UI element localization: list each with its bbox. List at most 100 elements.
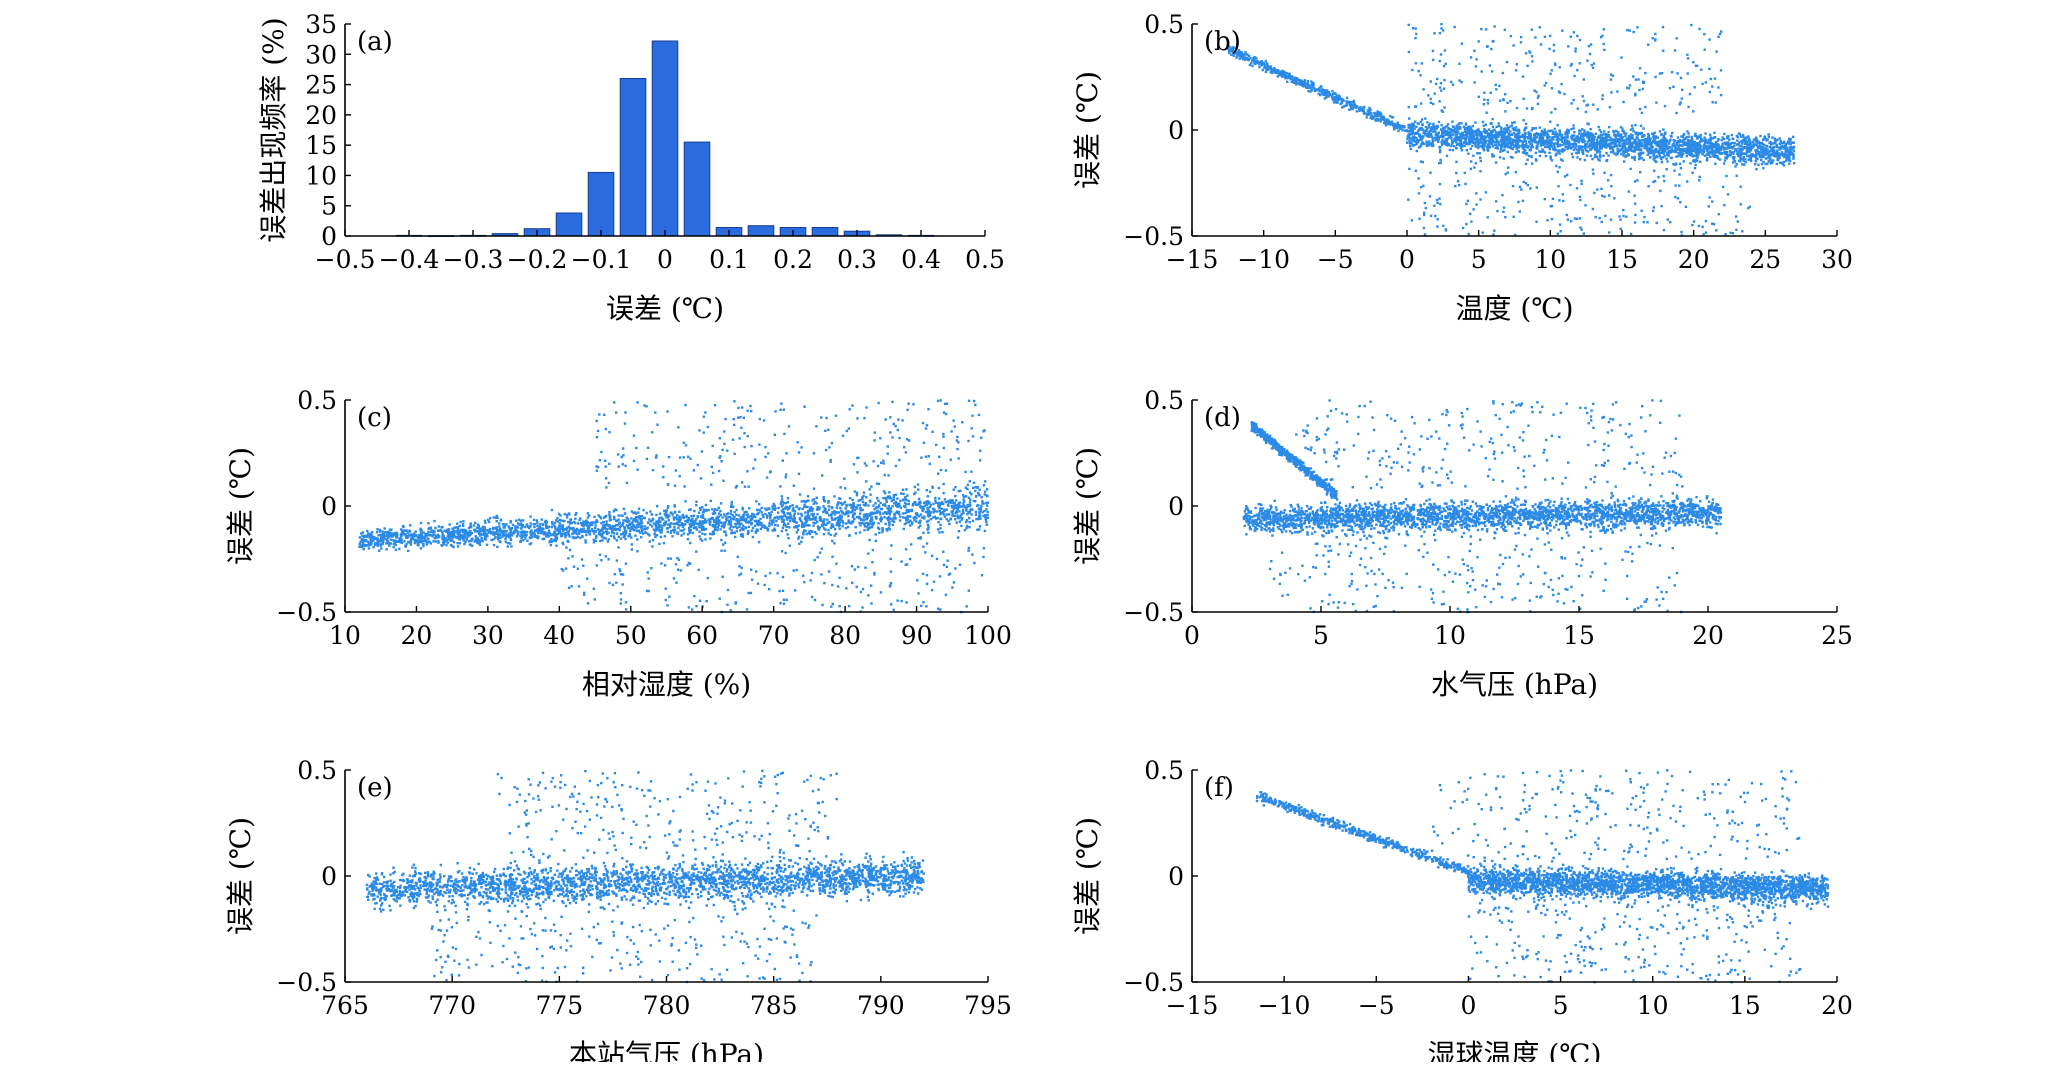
- scatter-point: [1703, 33, 1705, 35]
- scatter-point: [1643, 221, 1645, 223]
- scatter-point: [1664, 145, 1666, 147]
- scatter-point: [1749, 156, 1751, 158]
- scatter-point: [1473, 50, 1475, 52]
- scatter-point: [1768, 151, 1770, 153]
- scatter-point: [1778, 146, 1780, 148]
- scatter-point: [1664, 147, 1666, 149]
- scatter-point: [1581, 151, 1583, 153]
- scatter-point: [1492, 145, 1494, 147]
- scatter-point: [1631, 125, 1633, 127]
- scatter-point: [1432, 127, 1434, 129]
- scatter-point: [1529, 149, 1531, 151]
- histogram-bars: [396, 41, 934, 237]
- scatter-point: [1634, 180, 1636, 182]
- scatter-point: [1568, 143, 1570, 145]
- scatter-point: [1527, 184, 1529, 186]
- scatter-point: [1600, 131, 1602, 133]
- scatter-point: [1409, 137, 1411, 139]
- scatter-point: [1664, 105, 1666, 107]
- scatter-point: [1284, 73, 1286, 75]
- scatter-point: [762, 514, 764, 516]
- scatter-point: [1411, 138, 1413, 140]
- scatter-point: [899, 519, 901, 521]
- scatter-point: [1499, 100, 1501, 102]
- scatter-point: [449, 523, 451, 525]
- scatter-point: [1570, 136, 1572, 138]
- scatter-point: [1591, 135, 1593, 137]
- scatter-point: [1483, 128, 1485, 130]
- scatter-point: [1776, 155, 1778, 157]
- scatter-point: [1511, 134, 1513, 136]
- scatter-point: [958, 490, 960, 492]
- scatter-point: [1434, 137, 1436, 139]
- scatter-point: [1674, 150, 1676, 152]
- scatter-point: [954, 486, 956, 488]
- scatter-point: [1714, 163, 1716, 165]
- scatter-point: [1465, 138, 1467, 140]
- scatter-point: [623, 508, 625, 510]
- scatter-point: [1453, 145, 1455, 147]
- scatter-point: [1784, 153, 1786, 155]
- scatter-point: [1570, 220, 1572, 222]
- scatter-point: [1510, 147, 1512, 149]
- scatter-point: [1712, 101, 1714, 103]
- scatter-point: [1607, 131, 1609, 133]
- scatter-point: [1538, 140, 1540, 142]
- scatter-point: [1431, 135, 1433, 137]
- scatter-point: [1663, 180, 1665, 182]
- scatter-point: [1554, 136, 1556, 138]
- scatter-point: [1597, 108, 1599, 110]
- scatter-point: [1558, 138, 1560, 140]
- scatter-point: [415, 530, 417, 532]
- scatter-point: [1496, 126, 1498, 128]
- scatter-point: [1571, 138, 1573, 140]
- scatter-point: [703, 511, 705, 513]
- scatter-point: [976, 487, 978, 489]
- scatter-point: [936, 510, 938, 512]
- scatter-point: [1742, 134, 1744, 136]
- scatter-point: [1736, 139, 1738, 141]
- scatter-point: [1710, 136, 1712, 138]
- scatter-point: [1695, 65, 1697, 67]
- scatter-point: [1511, 156, 1513, 158]
- scatter-point: [1618, 215, 1620, 217]
- scatter-point: [1393, 127, 1395, 129]
- scatter-point: [1664, 131, 1666, 133]
- scatter-point: [1740, 203, 1742, 205]
- scatter-point: [1504, 216, 1506, 218]
- histogram-bar: [588, 172, 614, 236]
- scatter-point: [845, 507, 847, 509]
- scatter-point: [1583, 129, 1585, 131]
- scatter-point: [693, 527, 695, 529]
- scatter-point: [856, 516, 858, 518]
- scatter-point: [972, 520, 974, 522]
- scatter-point: [1676, 72, 1678, 74]
- scatter-point: [858, 522, 860, 524]
- scatter-point: [985, 521, 987, 523]
- scatter-point: [1596, 146, 1598, 148]
- scatter-point: [1712, 155, 1714, 157]
- scatter-point: [1318, 90, 1320, 92]
- scatter-point: [1568, 146, 1570, 148]
- scatter-point: [1632, 75, 1634, 77]
- scatter-point: [1711, 144, 1713, 146]
- scatter-point: [1656, 222, 1658, 224]
- scatter-point: [1665, 139, 1667, 141]
- scatter-point: [1619, 149, 1621, 151]
- scatter-point: [1526, 159, 1528, 161]
- scatter-point: [1691, 224, 1693, 226]
- scatter-point: [1578, 129, 1580, 131]
- scatter-point: [1561, 137, 1563, 139]
- scatter-point: [1737, 155, 1739, 157]
- scatter-point: [1363, 112, 1365, 114]
- scatter-point: [1578, 139, 1580, 141]
- scatter-point: [1685, 142, 1687, 144]
- scatter-point: [962, 494, 964, 496]
- scatter-point: [1579, 158, 1581, 160]
- scatter-point: [1511, 125, 1513, 127]
- scatter-point: [1654, 76, 1656, 78]
- x-tick-label: 15: [1606, 245, 1638, 274]
- scatter-point: [752, 536, 754, 538]
- scatter-point: [1767, 133, 1769, 135]
- scatter-point: [1457, 138, 1459, 140]
